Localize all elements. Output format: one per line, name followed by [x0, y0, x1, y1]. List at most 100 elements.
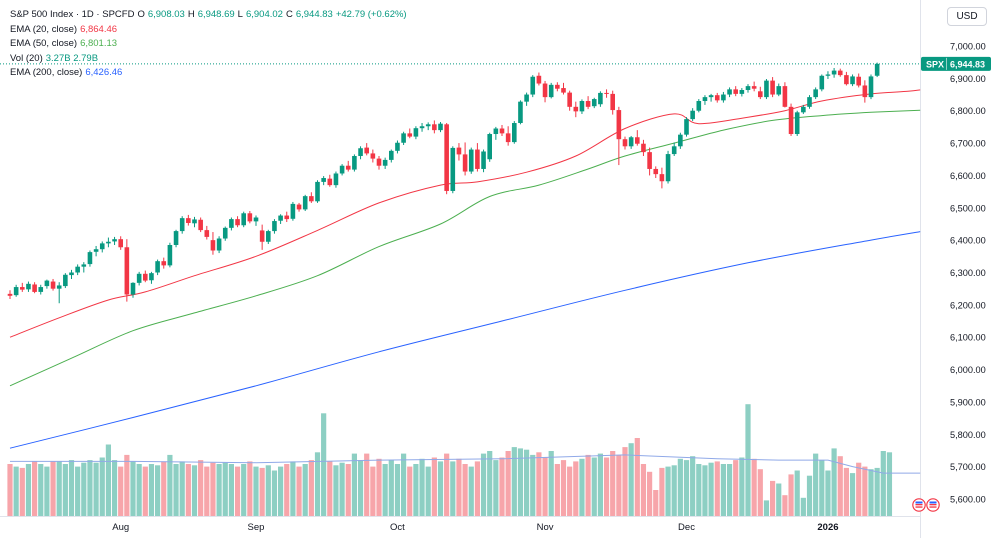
candle[interactable]	[327, 174, 333, 187]
candle[interactable]	[389, 149, 394, 163]
candle[interactable]	[567, 90, 572, 111]
candle[interactable]	[548, 82, 554, 99]
candle[interactable]	[518, 100, 523, 125]
candle[interactable]	[647, 147, 652, 176]
candle[interactable]	[69, 269, 74, 279]
candle[interactable]	[20, 282, 25, 292]
candle[interactable]	[758, 86, 763, 100]
symbol-title[interactable]: S&P 500 Index · 1D · SPCFD	[10, 9, 135, 20]
candle[interactable]	[278, 214, 283, 224]
candle[interactable]	[721, 91, 726, 103]
candle[interactable]	[432, 120, 437, 134]
candle[interactable]	[50, 278, 56, 291]
candle[interactable]	[659, 167, 665, 189]
candle[interactable]	[167, 242, 173, 268]
candle[interactable]	[407, 128, 413, 139]
candle[interactable]	[222, 226, 228, 241]
candle[interactable]	[130, 282, 136, 298]
candle[interactable]	[444, 123, 449, 195]
candle[interactable]	[272, 219, 277, 234]
candle[interactable]	[739, 88, 745, 97]
candle[interactable]	[333, 171, 339, 188]
candle[interactable]	[542, 80, 548, 103]
candle[interactable]	[610, 90, 615, 115]
candle[interactable]	[819, 74, 825, 92]
candle[interactable]	[831, 68, 837, 78]
candle[interactable]	[136, 271, 142, 286]
candle[interactable]	[862, 80, 868, 103]
candle[interactable]	[186, 214, 191, 226]
candle[interactable]	[253, 215, 259, 226]
candle[interactable]	[87, 250, 93, 267]
candle[interactable]	[690, 108, 695, 122]
candle[interactable]	[376, 156, 382, 170]
candle[interactable]	[216, 236, 222, 254]
candle[interactable]	[173, 229, 179, 248]
candle[interactable]	[99, 241, 105, 253]
candle[interactable]	[487, 132, 492, 162]
candle[interactable]	[684, 117, 689, 137]
candle[interactable]	[352, 154, 357, 172]
candle[interactable]	[776, 83, 782, 97]
candle[interactable]	[339, 164, 345, 176]
candle[interactable]	[512, 121, 517, 144]
candle[interactable]	[868, 74, 874, 100]
event-flag-icon[interactable]	[912, 498, 926, 512]
candle[interactable]	[32, 282, 37, 294]
candle[interactable]	[579, 99, 585, 114]
candle[interactable]	[7, 290, 13, 300]
candle[interactable]	[874, 62, 880, 78]
indicator-ema200[interactable]: EMA (200, close) 6,426.46	[10, 66, 407, 81]
candle[interactable]	[635, 130, 640, 146]
candle[interactable]	[856, 73, 861, 88]
candle[interactable]	[727, 87, 732, 98]
candle[interactable]	[628, 135, 634, 149]
candle[interactable]	[26, 281, 31, 292]
candle[interactable]	[708, 93, 714, 102]
candle[interactable]	[801, 104, 806, 114]
candle[interactable]	[179, 216, 185, 234]
candle[interactable]	[573, 101, 579, 118]
indicator-ema50[interactable]: EMA (50, close) 6,801.13	[10, 37, 407, 52]
candle[interactable]	[499, 124, 505, 136]
candle[interactable]	[678, 132, 683, 149]
candle[interactable]	[825, 71, 831, 80]
candle[interactable]	[505, 126, 511, 146]
candle[interactable]	[395, 140, 400, 154]
candle[interactable]	[210, 232, 216, 255]
candle[interactable]	[161, 257, 167, 269]
candle[interactable]	[56, 282, 62, 304]
candle[interactable]	[370, 149, 376, 163]
candle[interactable]	[241, 211, 246, 228]
candle[interactable]	[124, 239, 130, 302]
candle[interactable]	[555, 82, 560, 92]
candle[interactable]	[13, 284, 19, 297]
candle[interactable]	[382, 157, 388, 169]
candle[interactable]	[419, 123, 425, 132]
event-flag-icon[interactable]	[926, 498, 940, 512]
candle[interactable]	[38, 284, 44, 295]
candle[interactable]	[155, 259, 160, 276]
candle[interactable]	[143, 270, 148, 283]
candle[interactable]	[118, 236, 123, 250]
candle[interactable]	[671, 142, 677, 157]
candle[interactable]	[413, 126, 419, 140]
candle[interactable]	[204, 225, 210, 240]
symbol-row[interactable]: S&P 500 Index · 1D · SPCFD O 6,908.03 H 6,…	[10, 8, 407, 23]
candle[interactable]	[302, 194, 308, 212]
candle[interactable]	[616, 106, 622, 166]
candle[interactable]	[794, 110, 800, 136]
candle[interactable]	[75, 264, 80, 276]
candle[interactable]	[788, 103, 794, 136]
candle[interactable]	[524, 92, 529, 106]
candle[interactable]	[468, 147, 474, 174]
candle[interactable]	[561, 82, 566, 95]
candle[interactable]	[44, 279, 50, 289]
candle[interactable]	[813, 87, 818, 100]
candle[interactable]	[770, 77, 775, 98]
candle[interactable]	[112, 236, 117, 245]
candle[interactable]	[475, 143, 480, 172]
candle[interactable]	[296, 202, 302, 212]
candle[interactable]	[604, 89, 609, 98]
